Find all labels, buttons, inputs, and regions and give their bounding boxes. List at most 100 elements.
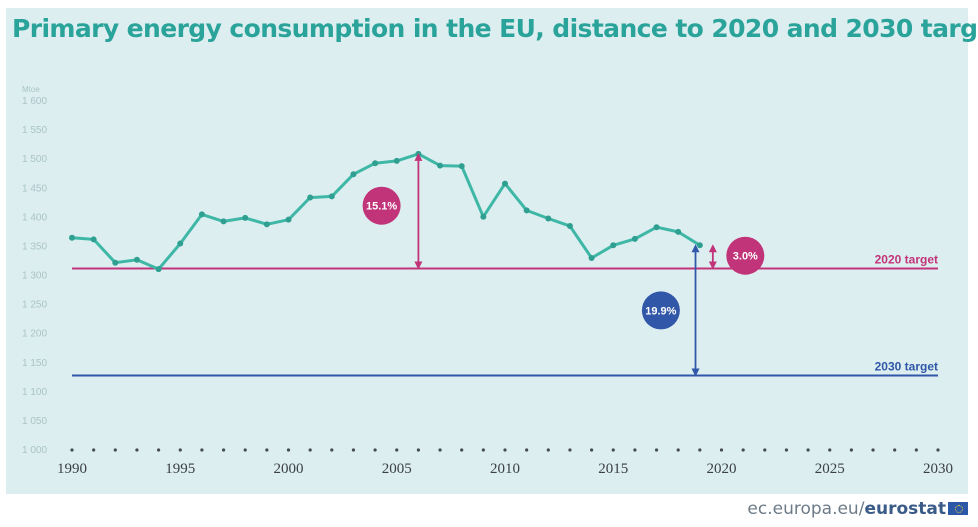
data-point (372, 160, 379, 167)
x-axis-dot (113, 448, 117, 452)
y-tick-label: 1 400 (22, 212, 47, 223)
annotation-badge (726, 236, 765, 275)
x-axis-dot (92, 448, 96, 452)
y-tick-label: 1 150 (22, 358, 47, 369)
x-axis-dot (135, 448, 139, 452)
x-tick-label: 1995 (165, 461, 195, 477)
x-axis-dot (200, 448, 204, 452)
annotation-label: 15.1% (366, 201, 397, 213)
data-point (523, 207, 530, 214)
y-tick-label: 1 050 (22, 416, 47, 427)
y-tick-label: 1 600 (22, 96, 47, 107)
data-point (69, 234, 75, 241)
x-axis-dot (503, 448, 507, 452)
x-axis-dot (633, 448, 637, 452)
x-axis-dot (849, 448, 854, 452)
x-tick-label: 2030 (923, 461, 953, 477)
x-axis-dot (221, 448, 226, 452)
x-tick-label: 2020 (707, 461, 737, 477)
data-point (328, 193, 335, 200)
y-tick-label: 1 300 (22, 271, 47, 282)
y-tick-label: 1 500 (22, 154, 47, 165)
chart-panel (6, 8, 968, 494)
x-tick-label: 2010 (490, 461, 520, 477)
x-axis-dot (70, 448, 74, 452)
y-axis: 1 000 1 050 1 100 1 150 1 200 1 250 1 300 1 350… (22, 96, 47, 456)
data-point (350, 171, 357, 178)
data-point (696, 242, 703, 249)
x-tick-label: 2025 (815, 461, 845, 477)
data-point (198, 211, 205, 218)
x-axis-dot (330, 448, 334, 452)
data-point (480, 213, 487, 220)
series-consumption (69, 150, 703, 273)
x-axis-dot (481, 448, 485, 452)
x-axis-dot (893, 448, 897, 452)
y-tick-label: 1 450 (22, 183, 47, 194)
y-tick-label: 1 000 (22, 445, 47, 456)
data-point (631, 235, 638, 242)
target-label: 2020 target (875, 253, 938, 267)
x-axis-dot (243, 448, 247, 452)
data-point (263, 221, 270, 228)
x-axis-dot (828, 448, 832, 452)
y-tick-label: 1 200 (22, 329, 47, 340)
x-axis-dot (936, 448, 940, 452)
x-axis-dot (914, 448, 918, 452)
eu-flag-icon (948, 502, 968, 515)
x-axis-dot (741, 448, 745, 452)
x-tick-label: 2015 (598, 461, 628, 477)
x-axis-dot (568, 448, 572, 452)
data-point (566, 223, 573, 230)
data-point (112, 259, 119, 266)
data-point (675, 228, 682, 235)
x-axis-dot (611, 448, 615, 452)
y-tick-label: 1 250 (22, 300, 47, 311)
data-point (155, 266, 162, 273)
x-tick-label: 2005 (382, 461, 412, 477)
annotation-badge (641, 291, 680, 330)
target-lines: 2020 target 2030 target (72, 253, 938, 377)
x-axis: 1990 1995 2000 2005 2010 2015 2020 2025 2030 (57, 448, 953, 477)
x-axis-dot (308, 448, 312, 452)
annotation-label: 3.0% (733, 251, 758, 263)
data-point (458, 163, 465, 170)
x-axis-dot (654, 448, 659, 452)
x-axis-dot (546, 448, 550, 452)
x-axis-dot (719, 448, 724, 452)
x-axis-dot (871, 448, 875, 452)
footer-brand: eurostat (864, 499, 946, 519)
data-point (393, 157, 400, 164)
footer-site: ec.europa.eu/ (747, 499, 865, 519)
data-point (285, 216, 292, 223)
data-point (653, 224, 660, 231)
y-tick-label: 1 100 (22, 387, 47, 398)
y-tick-label: 1 550 (22, 125, 47, 136)
series-line (71, 152, 701, 271)
x-axis-dot (438, 448, 442, 452)
x-axis-dot (373, 448, 377, 452)
annotation-label: 19.9% (645, 305, 676, 317)
data-point (242, 214, 249, 221)
x-axis-dot (265, 448, 269, 452)
x-axis-dot (763, 448, 767, 452)
y-unit-label: Mtoe (22, 85, 40, 94)
data-point (588, 255, 595, 262)
x-axis-dot (590, 448, 594, 452)
x-axis-dot (286, 448, 291, 452)
annotations: 15.1% 3.0% 19.9% (362, 152, 765, 377)
x-tick-label: 2000 (274, 461, 304, 477)
y-tick-label: 1 350 (22, 241, 47, 252)
x-axis-dot (178, 448, 182, 452)
x-axis-dot (416, 448, 420, 452)
chart-title: Primary energy consumption in the EU, di… (12, 14, 978, 43)
x-axis-dot (460, 448, 464, 452)
x-axis-dot (676, 448, 680, 452)
x-axis-dot (395, 448, 399, 452)
data-point (307, 194, 314, 201)
annotation-badge (362, 186, 401, 225)
x-axis-dot (784, 448, 789, 452)
data-point (437, 162, 444, 169)
data-point (415, 150, 422, 157)
